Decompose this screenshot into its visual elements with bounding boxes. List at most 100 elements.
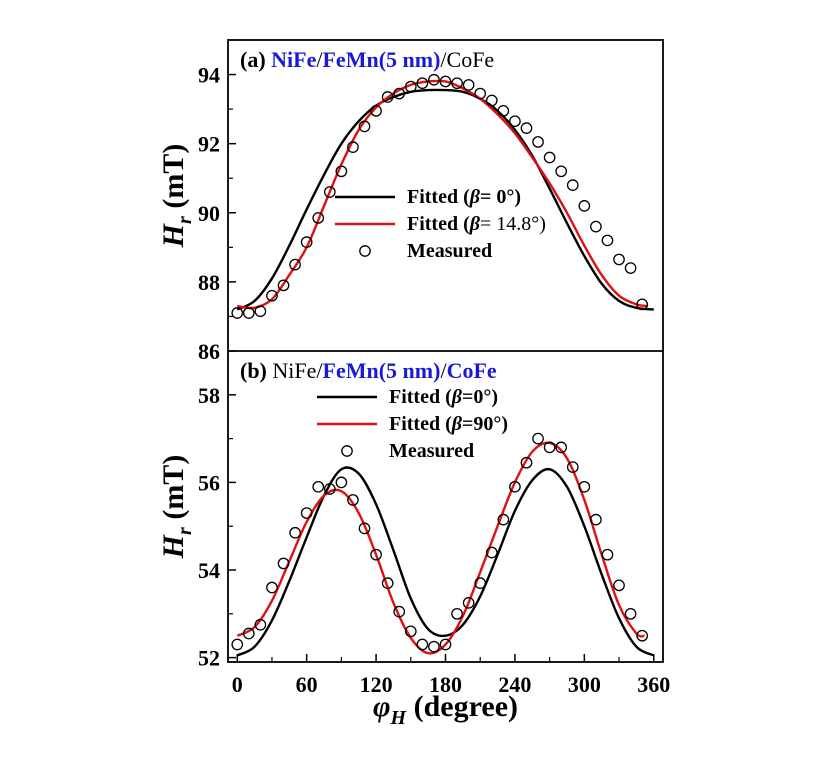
legend-value: =0°) — [462, 386, 498, 408]
data-point — [254, 305, 267, 318]
data-point — [439, 638, 452, 651]
y-tick-label: 94 — [198, 63, 220, 88]
data-point — [381, 91, 394, 103]
data-point — [555, 165, 568, 178]
data-point — [323, 186, 336, 198]
data-point — [370, 104, 382, 117]
data-point — [543, 441, 556, 454]
data-point — [277, 279, 290, 292]
data-point — [323, 483, 336, 495]
data-point — [566, 461, 579, 473]
data-point — [266, 581, 278, 594]
data-point — [242, 627, 255, 640]
x-axis-label-sub: H — [390, 707, 408, 729]
data-point — [439, 75, 452, 88]
data-point — [266, 289, 278, 302]
data-point — [347, 141, 359, 153]
data-point — [300, 236, 313, 248]
y-axis-label-unit: (mT) — [157, 144, 190, 216]
data-point — [590, 513, 602, 526]
data-point — [613, 579, 625, 592]
panel-title: (b) NiFe/FeMn(5 nm)/CoFe — [240, 358, 497, 383]
series-line — [236, 441, 645, 655]
data-point — [474, 577, 487, 590]
data-point — [451, 77, 463, 90]
data-point — [358, 120, 371, 133]
y-axis-label: Hr (mT) — [157, 455, 196, 560]
data-point — [601, 234, 614, 247]
legend-beta: β — [451, 386, 463, 408]
y-tick-label: 92 — [198, 132, 220, 157]
data-point — [335, 165, 348, 178]
x-tick-label: 0 — [232, 672, 243, 697]
panel-title-part: (a) — [240, 47, 271, 72]
y-axis-label-main: H — [157, 533, 190, 559]
x-tick-label: 120 — [360, 672, 393, 697]
data-point — [520, 456, 533, 469]
data-point — [624, 607, 637, 620]
data-point — [555, 441, 568, 454]
data-point — [393, 605, 406, 618]
legend-entry: Fitted (β= 14.8°) — [407, 213, 546, 235]
x-tick-label: 360 — [637, 672, 670, 697]
legend-entry: Fitted (β=0°) — [389, 386, 498, 408]
panel-title-part: / — [316, 358, 323, 383]
data-point — [497, 513, 510, 526]
data-point — [347, 494, 359, 506]
legend-prefix: Fitted ( — [389, 413, 452, 435]
data-point — [428, 73, 440, 86]
legend-beta: β — [469, 186, 481, 208]
data-point — [543, 151, 556, 164]
legend-prefix: Measured — [407, 240, 492, 262]
legend-beta: β — [451, 413, 463, 435]
data-point — [358, 522, 371, 535]
x-axis-label-main: φ — [373, 690, 391, 723]
data-point — [289, 526, 301, 539]
panel-a: 86 88 90 92 94 Hr (mT) (a) NiFe/FeMn(5 nm)/CoF… — [157, 47, 654, 364]
x-axis-label-unit: (degree) — [406, 690, 518, 723]
data-point — [497, 104, 510, 117]
data-point — [590, 220, 602, 233]
data-point — [509, 115, 521, 128]
data-point — [474, 87, 487, 100]
data-point — [509, 480, 521, 493]
data-point — [335, 476, 348, 489]
legend-entry: Measured — [389, 440, 474, 462]
data-point — [300, 507, 313, 519]
data-point — [242, 307, 255, 319]
data-point — [624, 262, 637, 274]
panel-title: (a) NiFe/FeMn(5 nm)/CoFe — [240, 47, 494, 72]
y-tick-label: 88 — [198, 270, 220, 295]
data-point — [416, 77, 429, 90]
data-point — [566, 179, 579, 191]
legend-value: = 0°) — [480, 186, 521, 208]
x-axis-label: φH (degree) — [373, 690, 518, 729]
data-point — [485, 94, 498, 107]
y-tick-label: 86 — [198, 339, 220, 364]
data-point — [370, 548, 382, 561]
data-point — [428, 640, 440, 653]
legend-prefix: Fitted ( — [407, 213, 470, 235]
series-line — [236, 466, 655, 657]
data-point — [462, 597, 475, 609]
panel-title-part: NiFe — [272, 358, 316, 383]
y-axis-label: Hr (mT) — [157, 144, 196, 249]
data-point — [485, 546, 498, 559]
legend-entry: Measured — [407, 240, 492, 262]
data-point — [601, 548, 614, 561]
data-point — [381, 577, 394, 590]
data-point — [532, 432, 544, 445]
data-point — [462, 79, 475, 91]
data-point — [231, 307, 244, 319]
legend-prefix: Fitted ( — [389, 386, 452, 408]
y-tick-label: 54 — [198, 558, 220, 583]
y-axis-label-main: H — [157, 222, 190, 248]
data-point — [404, 80, 417, 93]
data-point — [416, 638, 429, 651]
data-point — [231, 638, 244, 651]
data-point — [404, 625, 417, 638]
data-point — [254, 618, 267, 631]
panel-title-part: NiFe — [271, 47, 316, 72]
panel-title-part: CoFe — [447, 358, 497, 383]
